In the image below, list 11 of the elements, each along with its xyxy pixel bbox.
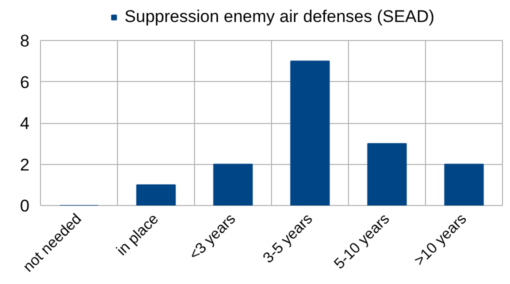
y-tick-label: 6 <box>20 72 30 92</box>
y-tick-label: 0 <box>20 196 30 216</box>
bar <box>290 60 330 206</box>
y-tick-label: 2 <box>20 155 30 174</box>
legend-label: Suppression enemy air defenses (SEAD) <box>124 7 434 27</box>
bar <box>444 164 484 206</box>
bar <box>136 184 176 206</box>
bar <box>367 143 407 206</box>
y-tick-label: 4 <box>20 114 30 133</box>
y-tick-label: 8 <box>20 32 30 50</box>
bar <box>213 164 253 206</box>
